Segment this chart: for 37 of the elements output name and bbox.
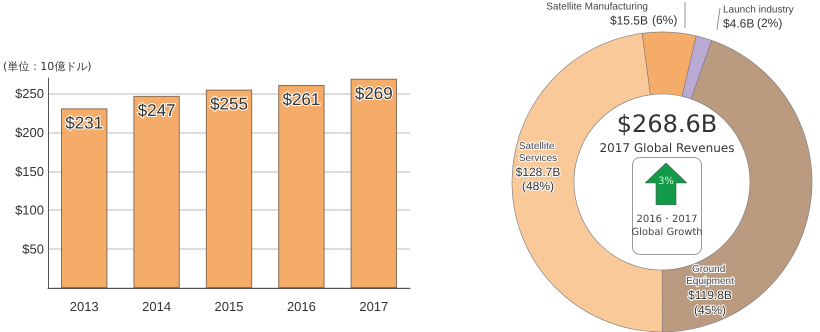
bar [133, 96, 180, 288]
text: $268.6B [616, 110, 718, 138]
slice-label: Satellite Manufacturing [546, 2, 648, 12]
bar [61, 108, 108, 288]
slice-label: Ground Equipment [686, 264, 734, 287]
bar [350, 78, 397, 288]
x-tick-label: 2015 [214, 299, 244, 314]
text: 2017 Global Revenues [600, 141, 734, 155]
x-tick-label: 2016 [286, 299, 316, 314]
bar [206, 90, 252, 288]
bar [278, 85, 325, 288]
text: 2016・2017 Global Growth [630, 213, 704, 239]
data-label: $269 [354, 84, 393, 103]
slice-label: Launch industry [723, 4, 794, 16]
y-tick-label: $100 [15, 202, 44, 218]
data-label: $128.7B [516, 165, 560, 179]
data-label: $261 [282, 90, 320, 109]
data-label: $4.6B [723, 16, 754, 30]
y-tick-label: $50 [22, 242, 44, 257]
text: (2%) [757, 16, 782, 30]
y-axis-title: (単位：10億ドル) [3, 60, 92, 73]
text: (48%) [522, 179, 554, 193]
data-label: $15.5B [610, 14, 648, 28]
y-tick-label: $250 [15, 86, 44, 102]
y-tick-label: $200 [15, 124, 44, 140]
data-label: $247 [138, 100, 176, 120]
x-tick-label: 2017 [359, 299, 388, 314]
x-tick-label: 2013 [70, 299, 99, 314]
text: 3% [657, 176, 675, 187]
text: (6%) [652, 13, 678, 27]
slice-label: Satellite Services [518, 141, 558, 164]
data-label: $119.8B [688, 288, 732, 302]
y-tick-label: $150 [15, 164, 44, 179]
data-label: $255 [210, 94, 248, 114]
x-tick-label: 2014 [142, 299, 172, 314]
text: (45%) [694, 303, 726, 317]
data-label: $231 [65, 113, 104, 132]
